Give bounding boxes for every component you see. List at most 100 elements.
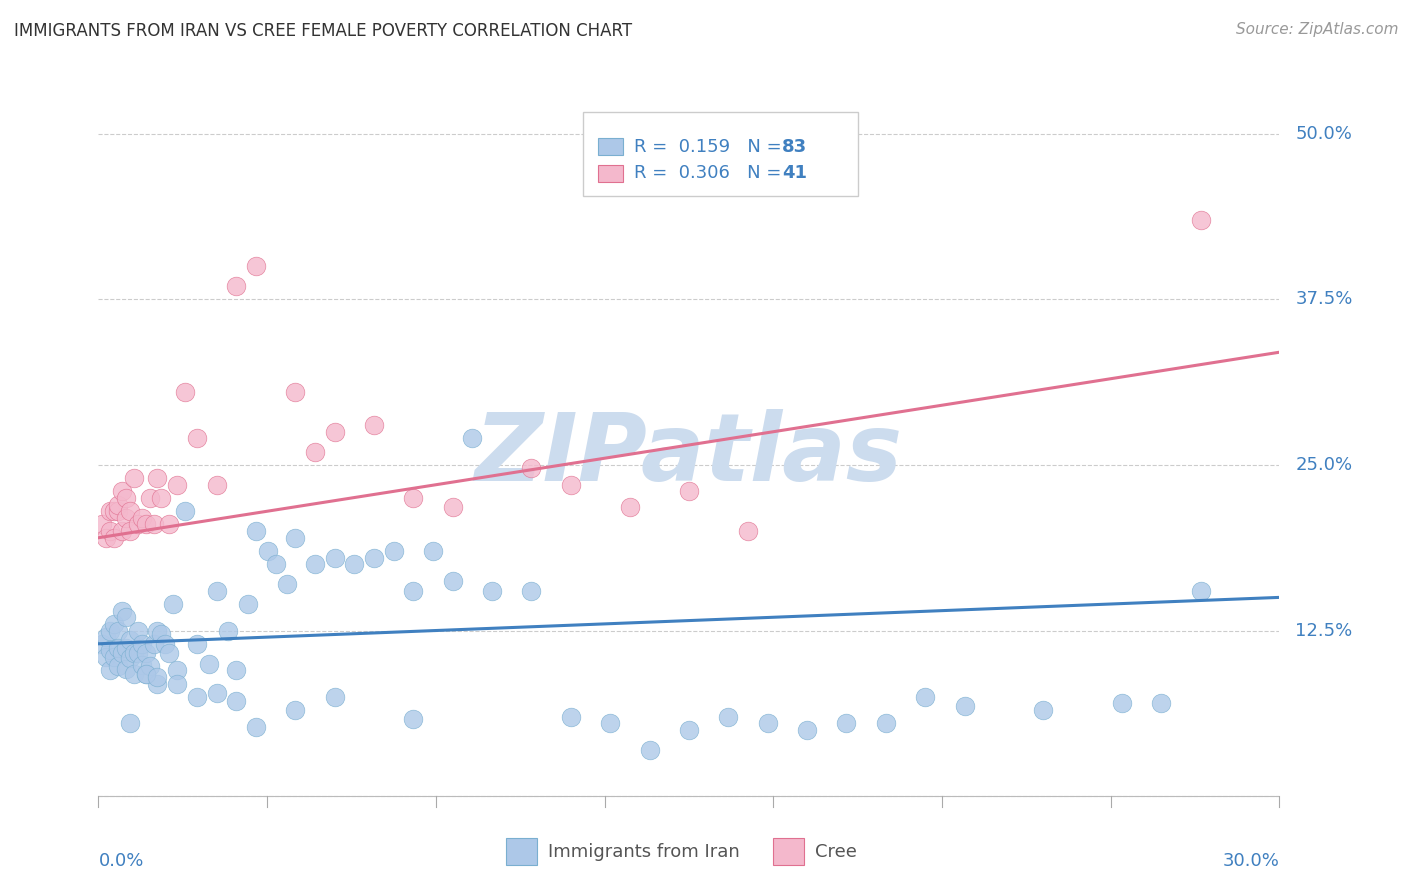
- Point: [520, 460, 543, 475]
- Point: [225, 279, 247, 293]
- Point: [422, 544, 444, 558]
- Point: [131, 657, 153, 672]
- Point: [363, 550, 385, 565]
- Point: [131, 511, 153, 525]
- Point: [127, 517, 149, 532]
- Point: [166, 477, 188, 491]
- Text: R =  0.306   N =: R = 0.306 N =: [634, 164, 787, 183]
- Point: [1189, 212, 1212, 227]
- Point: [166, 676, 188, 690]
- Point: [118, 524, 141, 538]
- Point: [118, 716, 141, 731]
- Point: [135, 646, 157, 660]
- Point: [304, 558, 326, 572]
- Point: [186, 431, 208, 445]
- Point: [103, 531, 125, 545]
- Point: [122, 646, 145, 660]
- Point: [441, 574, 464, 589]
- Text: 50.0%: 50.0%: [1295, 125, 1353, 143]
- Point: [835, 716, 858, 731]
- Point: [186, 690, 208, 704]
- Point: [155, 637, 177, 651]
- Point: [264, 558, 287, 572]
- Point: [284, 384, 307, 399]
- Point: [142, 517, 165, 532]
- Text: 12.5%: 12.5%: [1295, 622, 1353, 640]
- Point: [157, 646, 180, 660]
- Point: [737, 524, 759, 538]
- Point: [103, 650, 125, 665]
- Point: [107, 498, 129, 512]
- Point: [98, 663, 121, 677]
- Point: [111, 646, 134, 660]
- Point: [205, 686, 228, 700]
- Point: [875, 716, 897, 731]
- Point: [115, 662, 138, 676]
- Point: [111, 484, 134, 499]
- Point: [107, 624, 129, 638]
- Point: [245, 524, 267, 538]
- Point: [638, 743, 661, 757]
- Point: [98, 643, 121, 657]
- Point: [205, 583, 228, 598]
- Point: [118, 504, 141, 518]
- Point: [245, 259, 267, 273]
- Point: [304, 444, 326, 458]
- Point: [323, 550, 346, 565]
- Point: [115, 610, 138, 624]
- Point: [343, 558, 366, 572]
- Point: [245, 720, 267, 734]
- Point: [174, 504, 197, 518]
- Point: [91, 517, 114, 532]
- Point: [115, 491, 138, 505]
- Text: 41: 41: [782, 164, 807, 183]
- Point: [225, 694, 247, 708]
- Point: [560, 477, 582, 491]
- Point: [103, 616, 125, 631]
- Point: [135, 667, 157, 681]
- Point: [111, 524, 134, 538]
- Point: [157, 517, 180, 532]
- Point: [914, 690, 936, 704]
- Point: [138, 491, 160, 505]
- Point: [174, 384, 197, 399]
- Point: [197, 657, 219, 671]
- Point: [323, 425, 346, 439]
- Point: [619, 500, 641, 515]
- Point: [461, 431, 484, 445]
- Point: [560, 709, 582, 723]
- Point: [481, 583, 503, 598]
- Point: [1189, 583, 1212, 598]
- Point: [150, 627, 173, 641]
- Text: 30.0%: 30.0%: [1223, 852, 1279, 870]
- Point: [98, 504, 121, 518]
- Point: [122, 667, 145, 681]
- Point: [96, 630, 118, 644]
- Point: [256, 544, 278, 558]
- Point: [276, 577, 298, 591]
- Point: [678, 723, 700, 737]
- Point: [103, 504, 125, 518]
- Text: R =  0.159   N =: R = 0.159 N =: [634, 137, 787, 156]
- Point: [217, 624, 239, 638]
- Point: [236, 597, 259, 611]
- Point: [402, 491, 425, 505]
- Point: [135, 517, 157, 532]
- Text: Cree: Cree: [815, 843, 858, 861]
- Point: [107, 659, 129, 673]
- Point: [382, 544, 405, 558]
- Point: [402, 583, 425, 598]
- Point: [756, 716, 779, 731]
- Point: [135, 667, 157, 681]
- Text: 25.0%: 25.0%: [1295, 456, 1353, 474]
- Point: [96, 531, 118, 545]
- Point: [118, 651, 141, 665]
- Point: [127, 646, 149, 660]
- Point: [98, 624, 121, 638]
- Point: [1111, 697, 1133, 711]
- Point: [122, 471, 145, 485]
- Point: [146, 670, 169, 684]
- Point: [599, 716, 621, 731]
- Point: [107, 640, 129, 655]
- Point: [142, 637, 165, 651]
